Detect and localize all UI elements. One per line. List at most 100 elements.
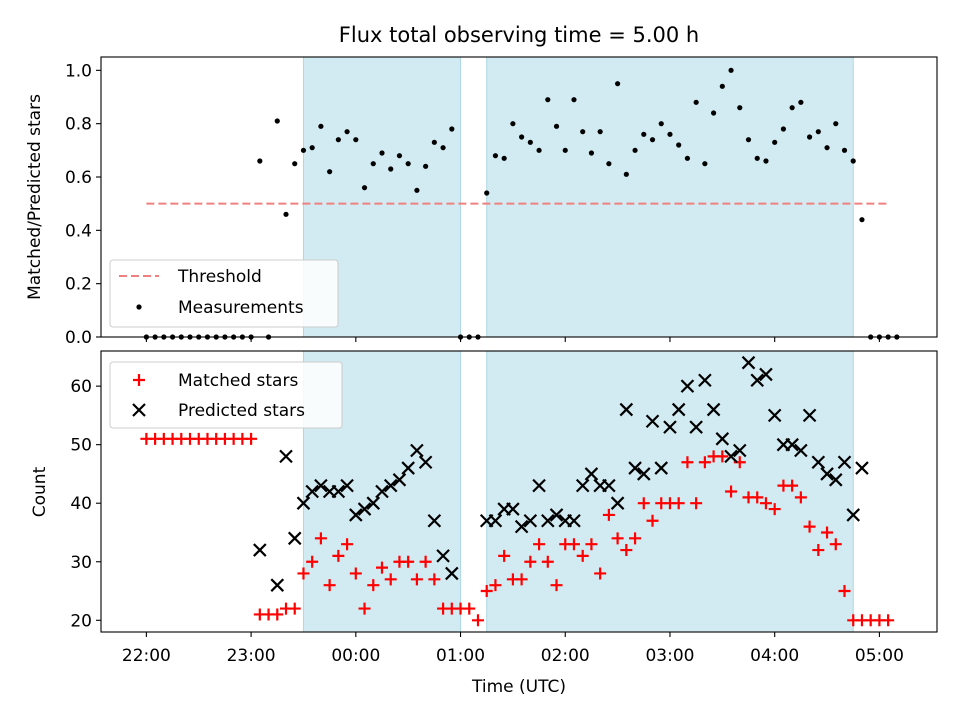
matched-star-point: [803, 520, 816, 533]
measurement-point: [492, 153, 499, 159]
matched-star-point: [306, 555, 319, 568]
measurement-point: [396, 153, 403, 159]
measurement-point: [833, 121, 839, 127]
predicted-star-point: [733, 443, 747, 458]
bottom-axes-frame: [100, 350, 938, 633]
top-y-axis-label: Matched/Predicted stars: [25, 94, 45, 300]
predicted-star-point: [706, 402, 721, 417]
measurement-point: [676, 142, 682, 148]
measurement-point: [344, 129, 350, 135]
x-tick-label: 04:00: [750, 646, 799, 666]
predicted-star-point: [567, 513, 581, 528]
matched-star-point: [402, 555, 415, 568]
predicted-star-point: [575, 478, 590, 493]
measurement-point: [501, 155, 507, 161]
bottom-panel: 20 30 40 50 60 22:00 23:00 00:00 01:00 02:00 03:00…: [30, 350, 938, 697]
matched-star-point: [637, 497, 650, 510]
matched-star-point: [410, 573, 423, 586]
predicted-star-point: [427, 513, 442, 528]
matched-star-point: [428, 573, 441, 586]
predicted-star-point: [541, 513, 555, 528]
measurement-point: [510, 121, 516, 127]
matched-star-point: [314, 532, 327, 545]
measurement-point: [606, 161, 612, 167]
bottom-y-tick-label: 60: [70, 377, 92, 397]
measurement-point: [597, 129, 603, 135]
matched-star-point: [690, 497, 703, 510]
measurement-point: [405, 161, 411, 167]
matched-star-point: [341, 538, 354, 551]
legend-predicted-swatch: [132, 403, 146, 417]
measurement-point: [789, 105, 795, 111]
measurement-point: [658, 121, 664, 127]
top-observing-window-1: [486, 56, 854, 338]
predicted-star-point: [392, 473, 407, 487]
measurement-point: [283, 211, 289, 217]
matched-star-point: [882, 614, 895, 627]
predicted-star-point: [287, 531, 302, 546]
top-axes-frame: [100, 56, 938, 338]
bottom-y-tick-label: 30: [70, 553, 92, 573]
x-tick-label: 23:00: [227, 646, 276, 666]
measurement-point: [440, 145, 446, 151]
matched-star-point: [812, 544, 825, 557]
predicted-star-point: [584, 467, 599, 481]
predicted-star-point: [759, 367, 773, 382]
matched-star-point: [751, 491, 764, 504]
bottom-y-axis-label: Count: [30, 466, 50, 517]
measurement-point: [841, 147, 848, 153]
predicted-star-point: [401, 461, 415, 475]
predicted-star-point: [750, 373, 765, 388]
measurement-point: [449, 126, 455, 132]
matched-star-point: [759, 497, 772, 510]
measurement-point: [641, 131, 647, 137]
measurement-point: [728, 67, 734, 73]
predicted-star-point: [270, 578, 285, 592]
bottom-ticks: 20 30 40 50 60 22:00 23:00 00:00 01:00 02:00 03:00…: [70, 377, 904, 666]
matched-star-point: [384, 573, 397, 586]
measurement-point: [519, 134, 525, 140]
measurement-point: [806, 134, 813, 140]
matched-star-point: [611, 532, 624, 545]
matched-star-point: [585, 538, 598, 551]
measurement-point: [824, 145, 830, 151]
matched-star-point: [829, 538, 842, 551]
measurement-point: [379, 150, 385, 156]
measurement-point: [615, 81, 621, 87]
matched-star-point: [576, 549, 589, 562]
measurement-point: [536, 147, 542, 153]
measurement-point: [300, 147, 307, 153]
predicted-star-point: [689, 420, 703, 434]
measurement-point: [335, 137, 341, 143]
top-y-tick-label: 0.4: [65, 221, 92, 241]
measurement-point: [545, 97, 551, 103]
matched-star-point: [838, 585, 851, 598]
x-tick-label: 01:00: [436, 646, 485, 666]
predicted-star-point: [506, 502, 520, 516]
matched-star-point: [629, 532, 642, 545]
measurement-point: [780, 126, 787, 132]
predicted-star-point: [654, 461, 669, 475]
bottom-marks: [140, 355, 895, 627]
matched-star-point: [533, 538, 546, 551]
predicted-star-point: [253, 543, 267, 557]
matched-star-point: [332, 549, 345, 562]
predicted-star-point: [785, 437, 799, 452]
matched-star-point: [681, 456, 694, 469]
measurement-point: [684, 155, 691, 161]
matched-star-point: [271, 608, 284, 621]
predicted-star-point: [418, 455, 433, 470]
matched-star-point: [489, 579, 502, 592]
matched-star-point: [567, 538, 580, 551]
x-tick-label: 00:00: [331, 646, 380, 666]
matched-star-point: [323, 579, 336, 592]
measurement-point: [353, 137, 359, 143]
matched-star-point: [419, 555, 432, 568]
measurement-point: [588, 150, 595, 156]
matched-star-point: [646, 514, 659, 527]
predicted-star-point: [645, 414, 660, 429]
measurement-point: [309, 145, 315, 151]
predicted-star-point: [279, 449, 293, 464]
predicted-star-point: [349, 508, 363, 522]
measurement-point: [702, 161, 708, 167]
